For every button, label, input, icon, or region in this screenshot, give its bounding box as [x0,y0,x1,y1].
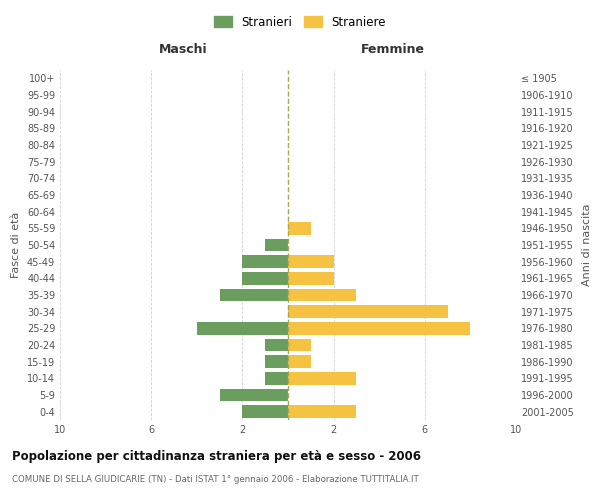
Bar [288,372,356,384]
Y-axis label: Fasce di età: Fasce di età [11,212,21,278]
Bar [220,389,288,401]
Bar [242,256,288,268]
Bar [288,356,311,368]
Text: COMUNE DI SELLA GIUDICARIE (TN) - Dati ISTAT 1° gennaio 2006 - Elaborazione TUTT: COMUNE DI SELLA GIUDICARIE (TN) - Dati I… [12,475,419,484]
Bar [242,272,288,284]
Bar [288,306,448,318]
Y-axis label: Anni di nascita: Anni di nascita [582,204,592,286]
Bar [265,356,288,368]
Bar [288,322,470,334]
Bar [288,272,334,284]
Bar [288,339,311,351]
Bar [197,322,288,334]
Bar [265,239,288,251]
Bar [288,289,356,301]
Bar [288,256,334,268]
Text: Femmine: Femmine [361,43,425,56]
Bar [288,222,311,234]
Bar [220,289,288,301]
Bar [288,406,356,418]
Legend: Stranieri, Straniere: Stranieri, Straniere [209,11,391,34]
Text: Popolazione per cittadinanza straniera per età e sesso - 2006: Popolazione per cittadinanza straniera p… [12,450,421,463]
Bar [265,372,288,384]
Text: Maschi: Maschi [159,43,208,56]
Bar [242,406,288,418]
Bar [265,339,288,351]
